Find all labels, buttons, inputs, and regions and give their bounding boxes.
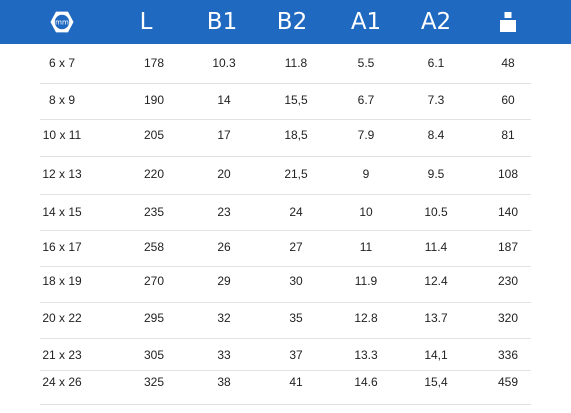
table-cell: 205 — [143, 128, 165, 142]
table-cell: 336 — [497, 348, 519, 362]
table-cell: 41 — [289, 375, 303, 389]
table-cell: 48 — [501, 56, 515, 70]
table-cell: 190 — [143, 93, 165, 107]
table-cell: 8.4 — [427, 128, 445, 142]
row-separator — [40, 370, 531, 371]
table-cell: 10 — [359, 205, 373, 219]
table-cell: 16 x 17 — [42, 240, 82, 254]
table-row: 21 x 23 305 33 37 13.3 14,1 336 — [0, 345, 571, 365]
table-cell: 15,5 — [284, 93, 308, 107]
table-cell: 270 — [143, 274, 165, 288]
table-cell: 108 — [497, 167, 519, 181]
table-cell: 8 x 9 — [48, 93, 76, 107]
table-cell: 7.9 — [357, 128, 375, 142]
header-a1: A1 — [350, 9, 382, 35]
row-separator — [40, 266, 531, 267]
header-l: L — [139, 9, 153, 35]
table-row: 16 x 17 258 26 27 11 11.4 187 — [0, 237, 571, 257]
table-cell: 10 x 11 — [42, 128, 82, 142]
table-cell: 14,1 — [424, 348, 448, 362]
table-cell: 11.8 — [284, 56, 308, 70]
table-cell: 20 — [217, 167, 231, 181]
table-cell: 30 — [289, 274, 303, 288]
table-cell: 20 x 22 — [42, 311, 82, 325]
table-cell: 18,5 — [284, 128, 308, 142]
table-cell: 220 — [143, 167, 165, 181]
table-row: 6 x 7 178 10.3 11.8 5.5 6.1 48 — [0, 53, 571, 73]
hex-nut-mm-icon: mm — [50, 0, 74, 44]
table-cell: 14.6 — [354, 375, 378, 389]
table-cell: 305 — [143, 348, 165, 362]
table-cell: 12.8 — [354, 311, 378, 325]
table-cell: 33 — [217, 348, 231, 362]
table-cell: 26 — [217, 240, 231, 254]
table-row: 14 x 15 235 23 24 10 10.5 140 — [0, 202, 571, 222]
table-cell: 14 x 15 — [42, 205, 82, 219]
table-header: mm L B1 B2 A1 A2 — [0, 0, 571, 44]
row-separator — [40, 119, 531, 120]
table-cell: 140 — [497, 205, 519, 219]
table-cell: 235 — [143, 205, 165, 219]
table-cell: 258 — [143, 240, 165, 254]
table-cell: 23 — [217, 205, 231, 219]
table-cell: 24 x 26 — [42, 375, 82, 389]
table-cell: 178 — [143, 56, 165, 70]
table-row: 8 x 9 190 14 15,5 6.7 7.3 60 — [0, 90, 571, 110]
table-cell: 6 x 7 — [48, 56, 76, 70]
table-cell: 12 x 13 — [42, 167, 82, 181]
table-cell: 459 — [497, 375, 519, 389]
table-cell: 11 — [359, 240, 373, 254]
table-cell: 5.5 — [357, 56, 375, 70]
row-separator — [40, 230, 531, 231]
row-separator — [40, 194, 531, 195]
table-cell: 11.4 — [424, 240, 448, 254]
table-row: 20 x 22 295 32 35 12.8 13.7 320 — [0, 308, 571, 328]
table-row: 10 x 11 205 17 18,5 7.9 8.4 81 — [0, 125, 571, 145]
row-separator — [40, 302, 531, 303]
table-cell: 32 — [217, 311, 231, 325]
table-cell: 37 — [289, 348, 303, 362]
table-cell: 81 — [501, 128, 515, 142]
row-separator — [40, 338, 531, 339]
table-cell: 7.3 — [427, 93, 445, 107]
table-cell: 17 — [217, 128, 231, 142]
weight-icon — [498, 0, 518, 44]
table-cell: 13.3 — [354, 348, 378, 362]
table-row: 12 x 13 220 20 21,5 9 9.5 108 — [0, 164, 571, 184]
table-cell: 24 — [289, 205, 303, 219]
table-cell: 18 x 19 — [42, 274, 82, 288]
table-cell: 14 — [217, 93, 231, 107]
table-cell: 9 — [362, 167, 370, 181]
row-separator — [40, 83, 531, 84]
table-cell: 29 — [217, 274, 231, 288]
table-cell: 10.3 — [212, 56, 236, 70]
table-cell: 27 — [289, 240, 303, 254]
row-separator — [40, 156, 531, 157]
table-cell: 320 — [497, 311, 519, 325]
table-cell: 10.5 — [424, 205, 448, 219]
table-cell: 230 — [497, 274, 519, 288]
header-a2: A2 — [420, 9, 452, 35]
table-cell: 35 — [289, 311, 303, 325]
table-cell: 38 — [217, 375, 231, 389]
table-cell: 187 — [497, 240, 519, 254]
table-row: 24 x 26 325 38 41 14.6 15,4 459 — [0, 372, 571, 392]
table-cell: 15,4 — [424, 375, 448, 389]
header-b1: B1 — [206, 9, 238, 35]
table-cell: 13.7 — [424, 311, 448, 325]
table-row: 18 x 19 270 29 30 11.9 12.4 230 — [0, 271, 571, 291]
table-cell: 21 x 23 — [42, 348, 82, 362]
table-cell: 325 — [143, 375, 165, 389]
row-separator — [40, 404, 531, 405]
table-cell: 11.9 — [354, 274, 378, 288]
table-cell: 9.5 — [427, 167, 445, 181]
table-cell: 60 — [501, 93, 515, 107]
table-cell: 12.4 — [424, 274, 448, 288]
table-cell: 295 — [143, 311, 165, 325]
table-cell: 21,5 — [284, 167, 308, 181]
header-b2: B2 — [276, 9, 308, 35]
table-cell: 6.1 — [427, 56, 445, 70]
size-icon-label: mm — [55, 19, 69, 27]
table-cell: 6.7 — [357, 93, 375, 107]
